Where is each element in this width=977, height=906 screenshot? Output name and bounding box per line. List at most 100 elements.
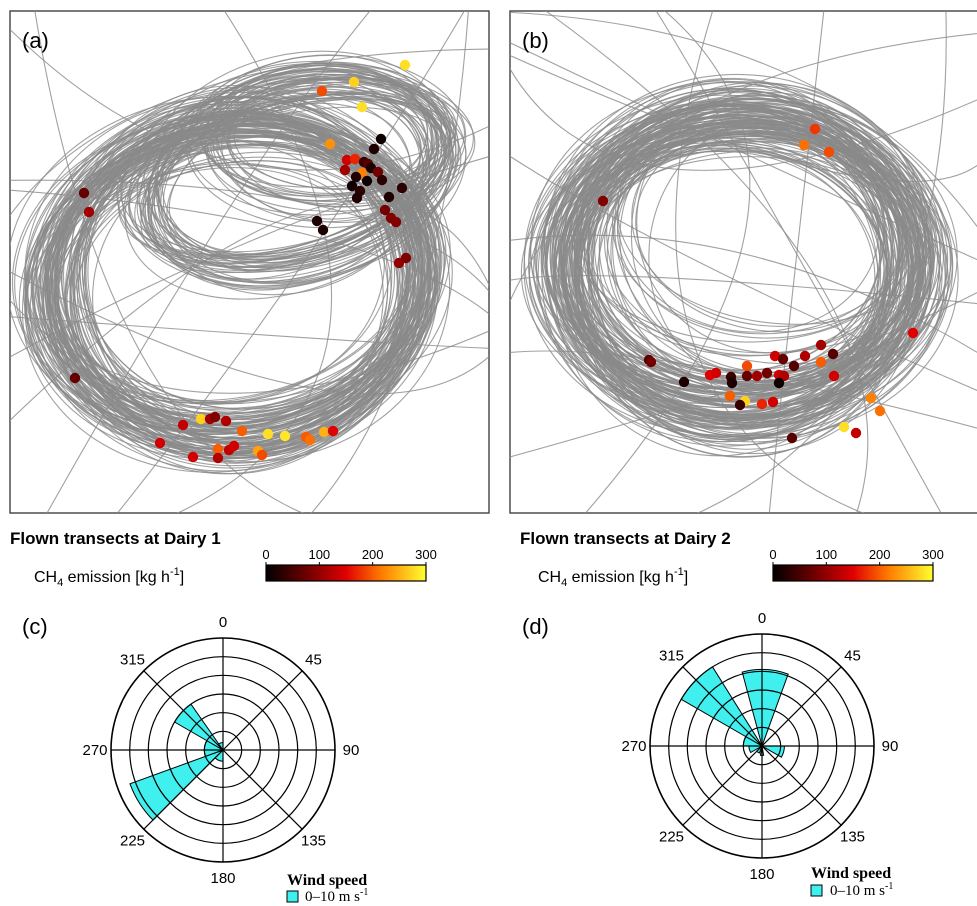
flight-track xyxy=(617,128,933,325)
emission-point xyxy=(368,143,380,155)
flight-track xyxy=(570,118,919,343)
angular-tick-label: 180 xyxy=(210,870,235,887)
panel-a-label: (a) xyxy=(22,28,49,53)
emission-point xyxy=(761,367,773,379)
flight-track xyxy=(39,103,393,450)
flight-track xyxy=(10,28,489,171)
panel-d-legend-entry: 0–10 m s-1 xyxy=(830,881,893,899)
emission-point xyxy=(346,180,358,192)
emission-point xyxy=(379,204,391,216)
panel-c-label: (c) xyxy=(22,614,48,639)
flight-track xyxy=(208,54,467,208)
emission-point xyxy=(372,166,384,178)
panel-a-flight-tracks xyxy=(10,11,489,513)
emission-point xyxy=(318,426,330,438)
emission-point xyxy=(356,101,368,113)
emission-point xyxy=(907,327,919,339)
emission-point xyxy=(195,413,207,425)
emission-point xyxy=(212,452,224,464)
emission-point xyxy=(773,377,785,389)
flight-track xyxy=(176,11,333,513)
panel-b-label: (b) xyxy=(522,28,549,53)
emission-point xyxy=(678,376,690,388)
flight-track xyxy=(201,77,457,188)
emission-point xyxy=(311,215,323,227)
panel-d-legend-title: Wind speed xyxy=(811,865,891,882)
flight-track xyxy=(310,11,469,513)
emission-point xyxy=(316,85,328,97)
flight-track xyxy=(187,69,449,216)
polar-spoke xyxy=(682,666,763,747)
emission-point xyxy=(220,415,232,427)
angular-tick-label: 180 xyxy=(749,866,774,883)
angular-tick-label: 225 xyxy=(659,829,684,846)
emission-point xyxy=(767,396,779,408)
angular-tick-label: 225 xyxy=(120,833,145,850)
emission-point xyxy=(726,377,738,389)
emission-point xyxy=(798,139,810,151)
flight-track xyxy=(606,90,886,371)
flight-track xyxy=(207,81,476,212)
emission-point xyxy=(375,133,387,145)
flight-track xyxy=(10,189,489,315)
panel-c-wind-rose: 0 45 90 135 180 225 270 315 xyxy=(82,614,359,887)
emission-point xyxy=(396,182,408,194)
flight-track xyxy=(123,93,447,265)
flight-track xyxy=(45,132,415,441)
emission-point xyxy=(828,370,840,382)
emission-point xyxy=(154,437,166,449)
emission-point xyxy=(177,419,189,431)
flight-track xyxy=(34,11,304,513)
flight-track xyxy=(580,89,893,431)
panel-d-wind-rose: 0 45 90 135 180 225 270 315 xyxy=(621,610,898,883)
emission-point xyxy=(751,370,763,382)
flight-track xyxy=(150,102,411,280)
emission-point xyxy=(341,154,353,166)
emission-point xyxy=(390,216,402,228)
flight-track xyxy=(227,79,438,196)
emission-point xyxy=(741,360,753,372)
angular-tick-label: 135 xyxy=(301,833,326,850)
emission-point xyxy=(756,398,768,410)
polar-spoke xyxy=(222,670,303,751)
colorbar-tick-label: 200 xyxy=(869,547,891,562)
colorbar-tick-label: 200 xyxy=(362,547,384,562)
colorbar-tick-label: 300 xyxy=(415,547,437,562)
emission-point xyxy=(724,390,736,402)
emission-point xyxy=(815,356,827,368)
colorbar-tick-label: 0 xyxy=(769,547,776,562)
emission-point xyxy=(228,440,240,452)
colorbar-tick-label: 300 xyxy=(922,547,944,562)
emission-point xyxy=(376,174,388,186)
emission-point xyxy=(327,425,339,437)
emission-point xyxy=(349,153,361,165)
emission-point xyxy=(799,350,811,362)
flight-track xyxy=(510,275,977,305)
angular-tick-label: 45 xyxy=(844,648,861,665)
flight-track xyxy=(510,54,977,182)
wind-direction-wedge xyxy=(741,668,789,748)
panel-d-legend-swatch xyxy=(810,884,823,897)
emission-point xyxy=(262,428,274,440)
flight-track xyxy=(10,271,489,395)
emission-point xyxy=(827,348,839,360)
flight-track xyxy=(216,62,429,202)
angular-tick-label: 270 xyxy=(82,742,107,759)
emission-point xyxy=(279,430,291,442)
emission-point xyxy=(399,59,411,71)
emission-point xyxy=(69,372,81,384)
flight-track xyxy=(655,11,942,513)
panel-b-colorbar: 0 100 200 300 xyxy=(769,547,944,582)
colorbar-gradient xyxy=(265,564,427,582)
flight-track xyxy=(143,50,452,272)
flight-track xyxy=(571,134,909,379)
polar-spoke xyxy=(761,666,842,747)
flight-track xyxy=(10,179,489,293)
emission-point xyxy=(769,350,781,362)
emission-point xyxy=(236,425,248,437)
panel-b: (b) xyxy=(509,10,977,514)
flight-track xyxy=(545,11,869,513)
emission-point xyxy=(361,175,373,187)
flight-track xyxy=(10,316,489,349)
